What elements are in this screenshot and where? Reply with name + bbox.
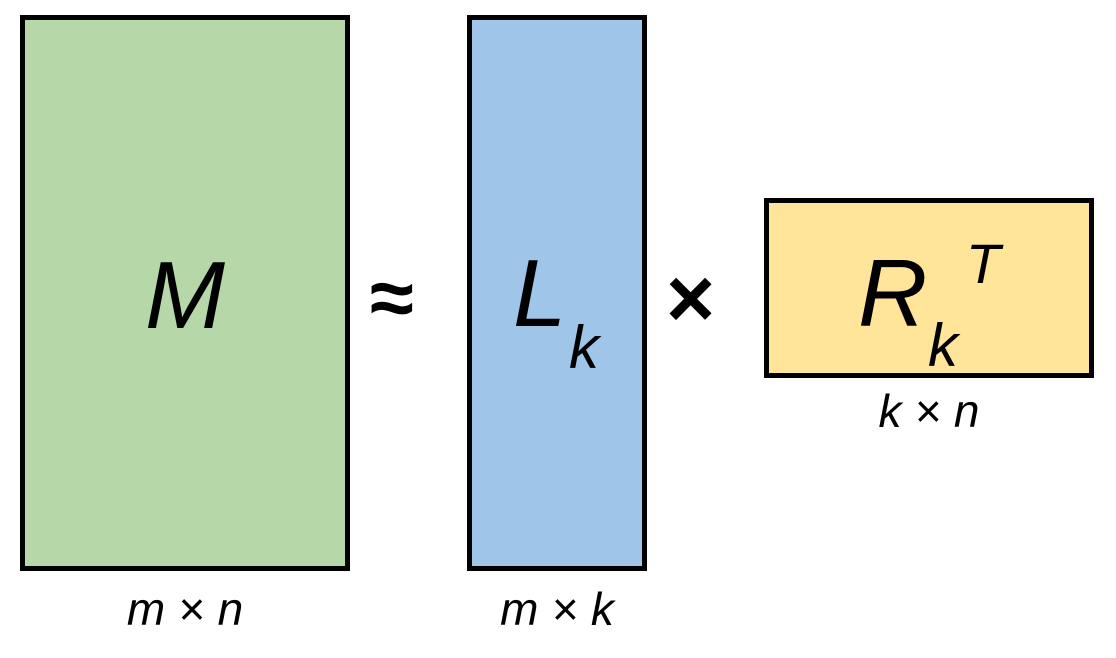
approx-operator: ≈: [370, 253, 414, 342]
matrix-r-symbol: R: [858, 240, 928, 347]
matrix-r: [764, 198, 1094, 378]
times-operator: ×: [666, 251, 716, 345]
matrix-m-symbol: M: [145, 242, 225, 349]
matrix-l-subscript: k: [569, 314, 599, 381]
matrix-l: [467, 15, 647, 571]
matrix-m-dimensions: m × n: [126, 583, 244, 635]
matrix-l-dimensions: m × k: [500, 583, 614, 635]
matrix-l-symbol: L: [513, 240, 567, 347]
matrix-r-subscript: k: [928, 312, 958, 379]
matrix-m: [20, 15, 350, 571]
matrix-r-dimensions: k × n: [878, 385, 980, 437]
matrix-r-superscript: T: [966, 232, 1001, 295]
